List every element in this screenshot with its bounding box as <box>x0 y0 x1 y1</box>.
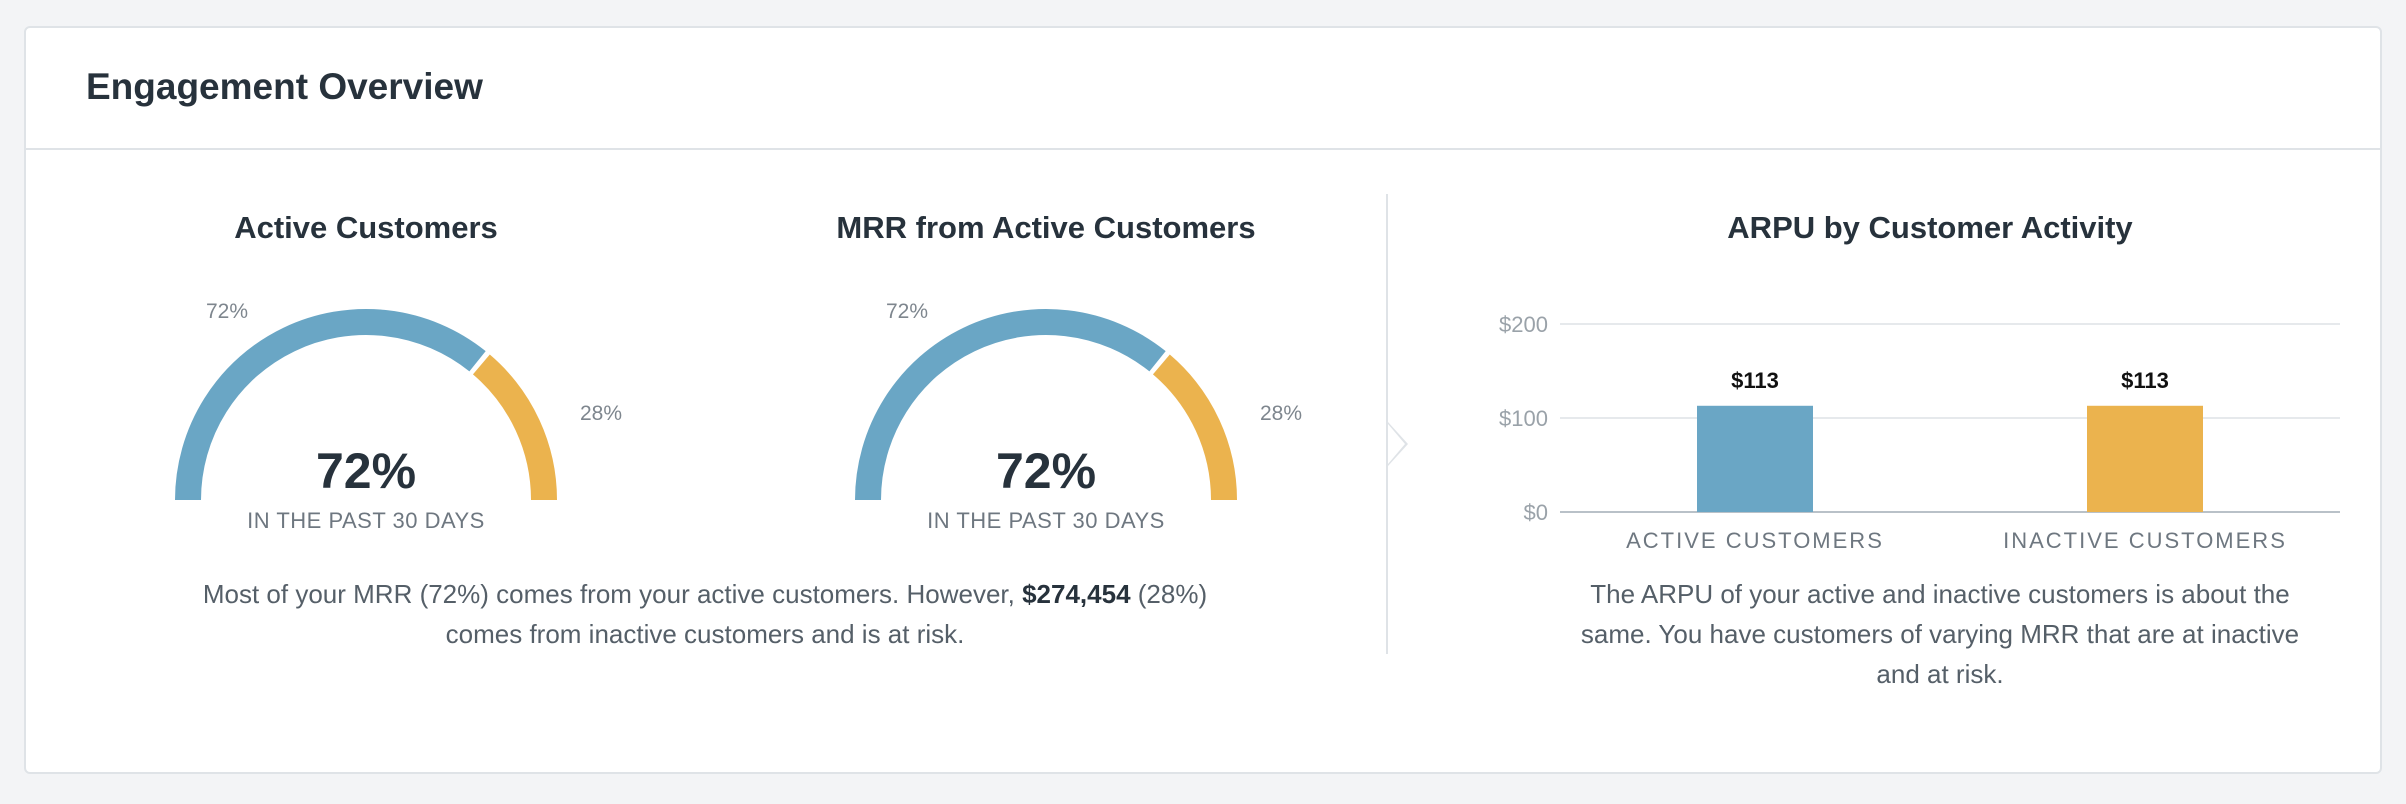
gauge-active-customers: Active Customers 72% 28% 72% IN THE PAST… <box>66 190 666 550</box>
gauge-value: 72% <box>315 443 417 499</box>
summary-part1: Most of your MRR (72%) comes from your a… <box>202 579 1023 609</box>
gauge-title: MRR from Active Customers <box>836 210 1256 245</box>
gauge-chart <box>855 309 1237 501</box>
x-tick-label: ACTIVE CUSTOMERS <box>1626 528 1884 553</box>
summary-amount: $274,454 <box>1022 579 1131 609</box>
bar <box>2087 405 2203 512</box>
section-divider <box>1386 194 1388 654</box>
gauge-active-pct-label: 72% <box>206 300 249 323</box>
gauge-arc-active <box>855 309 1166 501</box>
bar-chart-title: ARPU by Customer Activity <box>1727 210 2133 245</box>
gauge-subtitle: IN THE PAST 30 DAYS <box>247 508 485 533</box>
gauge-chart <box>175 309 557 501</box>
card-header: Engagement Overview <box>26 28 2380 150</box>
gauge-mrr-active-customers: MRR from Active Customers 72% 28% 72% IN… <box>746 190 1346 550</box>
summary-line2: comes from inactive customers and is at … <box>445 619 965 649</box>
bar <box>1697 405 1813 512</box>
mrr-summary-text: Most of your MRR (72%) comes from your a… <box>120 574 1290 654</box>
gauge-inactive-pct-label: 28% <box>580 402 623 425</box>
gauge-inactive-pct-label: 28% <box>1260 402 1303 425</box>
x-tick-label: INACTIVE CUSTOMERS <box>2003 528 2287 553</box>
summary-part2: (28%) <box>1130 579 1208 609</box>
gauge-title: Active Customers <box>234 210 498 245</box>
gauge-subtitle: IN THE PAST 30 DAYS <box>927 508 1165 533</box>
bar-value-label: $113 <box>1731 368 1779 393</box>
divider-notch-inner <box>1388 424 1405 464</box>
bar-summary-line1: The ARPU of your active and inactive cus… <box>1590 579 2290 609</box>
bar-summary-line2: same. You have customers of varying MRR … <box>1580 619 2300 649</box>
gauge-active-pct-label: 72% <box>886 300 929 323</box>
y-tick-label: $100 <box>1499 406 1548 431</box>
bar-summary-line3: and at risk. <box>1876 659 2004 689</box>
gauge-arc-active <box>175 309 486 501</box>
arpu-summary-text: The ARPU of your active and inactive cus… <box>1520 574 2360 694</box>
arpu-bar-chart: $0 $100 $200 $113 ACTIVE CUSTOMERS $113 INACTI… <box>1499 312 2340 553</box>
y-tick-label: $0 <box>1524 500 1548 525</box>
y-tick-label: $200 <box>1499 312 1548 337</box>
gauge-value: 72% <box>995 443 1097 499</box>
card-title: Engagement Overview <box>86 66 483 107</box>
bar-value-label: $113 <box>2121 368 2169 393</box>
gauge-arc-inactive <box>472 354 557 501</box>
gauge-arc-inactive <box>1152 354 1237 501</box>
